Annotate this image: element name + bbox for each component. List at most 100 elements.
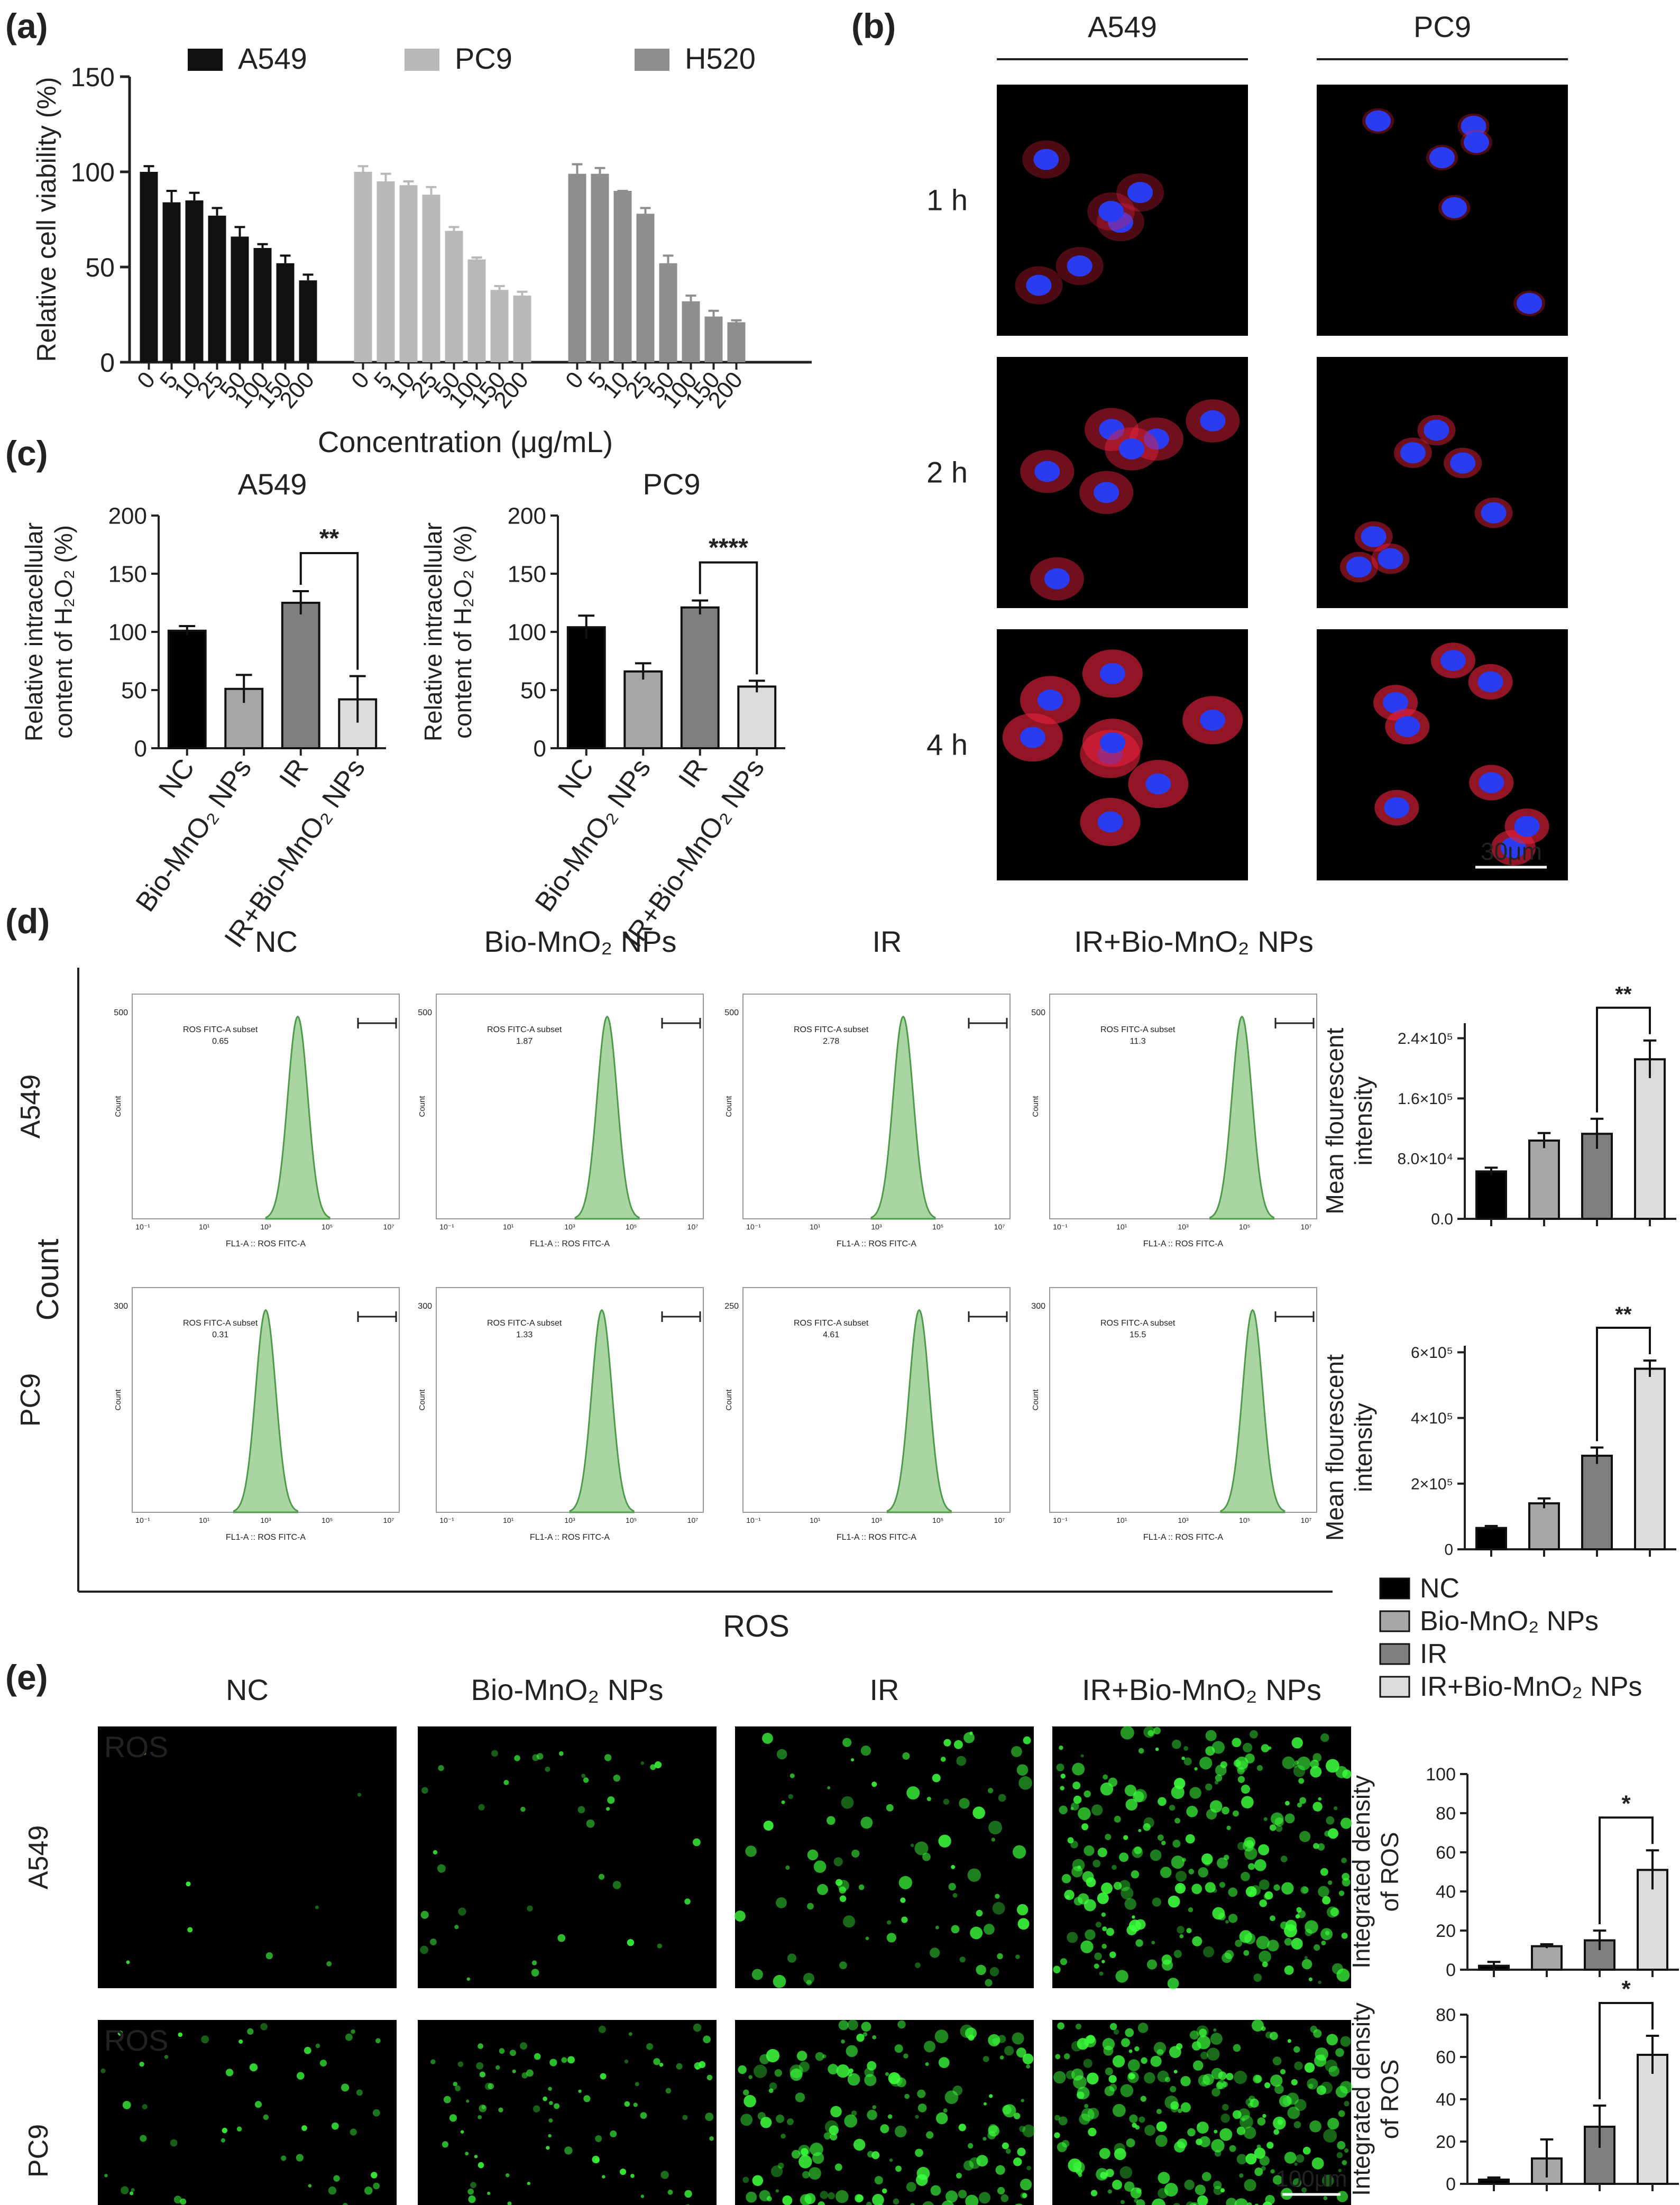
histogram-x-tick: 10⁷ xyxy=(383,1516,394,1524)
histogram-x-tick: 10³ xyxy=(1178,1223,1189,1231)
ros-spot xyxy=(667,2189,673,2195)
ros-spot xyxy=(604,1754,612,1761)
column-header: NC xyxy=(255,925,298,958)
ros-spot xyxy=(1310,1766,1322,1778)
ros-spot xyxy=(1229,2145,1236,2152)
ros-spot xyxy=(864,2074,877,2087)
panel-d-flow-cytometry: NC Bio-MnO₂ NPs IR IR+Bio-MnO₂ NPsCountROSA… xyxy=(15,925,1676,1702)
ros-spot xyxy=(1094,1963,1099,1969)
ros-spot xyxy=(173,2195,182,2204)
ros-spot xyxy=(442,2141,449,2148)
ros-spot xyxy=(1173,2070,1178,2074)
cell-nucleus xyxy=(1383,692,1409,713)
histogram-y-max: 300 xyxy=(1031,1302,1045,1311)
panel-label-e: (e) xyxy=(5,1658,48,1697)
ros-spot xyxy=(646,2043,654,2050)
histogram-x-tick: 10⁵ xyxy=(932,1223,943,1231)
ros-spot xyxy=(853,2138,866,2151)
histogram-x-tick: 10³ xyxy=(260,1516,271,1524)
histogram-x-tick: 10¹ xyxy=(503,1223,514,1231)
ros-spot xyxy=(1174,1882,1186,1894)
significance-bracket xyxy=(699,561,758,675)
subset-label: ROS FITC-A subset xyxy=(183,1025,258,1034)
ros-spot xyxy=(1239,1930,1252,1943)
panel-b-microscopy: A549 PC9 1 h 2 h 4 h 30μm xyxy=(926,10,1568,880)
ros-spot xyxy=(1213,2028,1217,2032)
bar xyxy=(1475,1527,1507,1551)
ros-spot xyxy=(1113,2029,1119,2035)
cell-nucleus xyxy=(1127,182,1153,204)
histogram-x-tick: 10⁵ xyxy=(932,1516,943,1524)
y-tick-label: 100 xyxy=(71,158,115,187)
cell-nucleus xyxy=(1200,709,1226,731)
ros-spot xyxy=(1102,2038,1115,2051)
ros-spot xyxy=(1105,1833,1112,1841)
ros-spot xyxy=(796,2051,807,2061)
ros-spot xyxy=(1302,2146,1311,2155)
ros-spot xyxy=(774,2069,782,2077)
histogram-x-tick: 10³ xyxy=(564,1516,575,1524)
ros-spot xyxy=(930,2185,941,2196)
ros-spot xyxy=(706,2074,713,2081)
ros-spot xyxy=(806,1980,812,1986)
ros-spot xyxy=(1123,1835,1128,1840)
ros-spot xyxy=(822,2054,827,2059)
ros-spot xyxy=(1058,2116,1068,2126)
ros-spot xyxy=(829,2125,839,2135)
ros-spot xyxy=(1186,1806,1198,1817)
histogram-y-label: Count xyxy=(1031,1096,1040,1117)
histogram-x-tick: 10⁵ xyxy=(626,1223,637,1231)
ros-spot xyxy=(970,1926,983,1940)
ros-spot xyxy=(633,2102,638,2107)
chart-title: A549 xyxy=(238,467,307,501)
y-tick-label: 100 xyxy=(1426,1765,1456,1785)
y-tick-label: 0 xyxy=(1444,1541,1453,1559)
ros-spot xyxy=(841,1796,854,1809)
ros-spot xyxy=(1094,1952,1102,1960)
ros-spot xyxy=(855,2194,864,2203)
histogram-peak xyxy=(233,1309,298,1513)
ros-spot xyxy=(602,2175,605,2179)
ros-spot xyxy=(1176,1870,1187,1882)
ros-spot xyxy=(872,2035,877,2039)
ros-spot xyxy=(1291,1737,1303,1749)
ros-spot xyxy=(1199,1757,1213,1770)
ros-spot xyxy=(917,2089,926,2098)
ros-spot xyxy=(1280,1855,1288,1863)
histogram-x-label: FL1-A :: ROS FITC-A xyxy=(1143,1533,1223,1542)
y-tick-label: 2×10⁵ xyxy=(1411,1475,1453,1493)
legend-swatch xyxy=(405,49,439,71)
panel-label-c: (c) xyxy=(5,434,48,473)
y-axis-label: of ROS xyxy=(1376,2060,1403,2139)
ros-spot xyxy=(1327,2118,1339,2130)
legend-label: A549 xyxy=(238,42,307,75)
histogram-peak xyxy=(870,1015,936,1220)
ros-spot xyxy=(782,2195,793,2205)
ros-spot xyxy=(1284,1800,1290,1806)
ros-spot xyxy=(824,2120,839,2134)
ros-spot xyxy=(265,1952,273,1960)
ros-spot xyxy=(798,2155,812,2169)
ros-spot xyxy=(1310,2025,1318,2033)
ros-spot xyxy=(1078,2173,1082,2178)
x-tick-label: IR xyxy=(673,754,713,794)
significance-label: ** xyxy=(1615,1303,1632,1326)
ros-spot xyxy=(988,1821,1003,1835)
ros-spot xyxy=(1326,1759,1339,1773)
ros-spot xyxy=(684,2190,692,2198)
ros-spot xyxy=(1328,1880,1333,1885)
ros-spot xyxy=(1262,2114,1266,2118)
bar xyxy=(613,191,632,362)
ros-spot xyxy=(1294,2162,1298,2166)
ros-spot xyxy=(997,2186,1005,2195)
ros-spot xyxy=(1012,2032,1024,2045)
subset-value: 4.61 xyxy=(823,1330,839,1339)
ros-spot xyxy=(871,1781,877,1787)
ros-spot xyxy=(1164,2183,1178,2197)
significance-bracket xyxy=(299,552,359,670)
ros-spot xyxy=(1185,1834,1195,1844)
ros-spot xyxy=(1124,1785,1136,1797)
bar xyxy=(490,290,509,362)
ros-spot xyxy=(236,2126,242,2132)
